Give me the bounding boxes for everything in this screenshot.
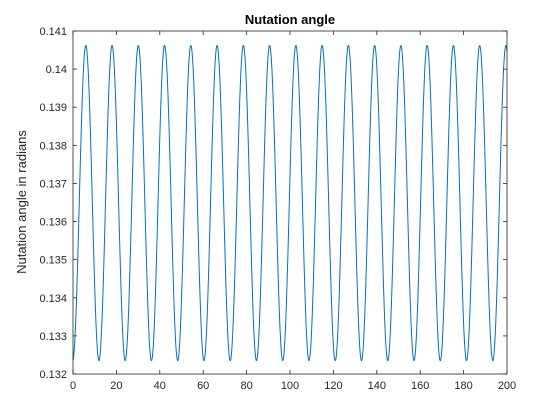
y-tick-label: 0.138 [39,140,67,152]
y-tick-label: 0.136 [39,217,67,229]
y-tick-label: 0.141 [39,26,67,38]
x-tick-label: 140 [368,380,386,392]
x-tick-label: 0 [70,380,76,392]
series-line [72,44,508,362]
y-tick-label: 0.137 [39,178,67,190]
y-tick-label: 0.139 [39,102,67,114]
y-tick-label: 0.135 [39,255,67,267]
plot-area [73,31,507,374]
series-layer [72,44,508,362]
x-tick-label: 40 [154,380,166,392]
y-tick-label: 0.134 [39,293,67,305]
y-axis-label: Nutation angle in radians [14,130,29,274]
x-tick-label: 180 [454,380,472,392]
x-tick-label: 120 [324,380,342,392]
x-tick-label: 200 [498,380,516,392]
y-tick-label: 0.132 [39,369,67,381]
y-tick-label: 0.133 [39,331,67,343]
x-tick-label: 20 [110,380,122,392]
y-tick-label: 0.14 [46,64,67,76]
x-tick-label: 80 [240,380,252,392]
y-axis: 0.132 0.133 0.134 0.135 0.136 0.137 0.138 0.139… [39,26,507,381]
x-axis: 0 20 40 60 80 100 120 140 160 180 200 [70,31,516,392]
x-tick-label: 160 [411,380,429,392]
x-tick-label: 60 [197,380,209,392]
x-tick-label: 100 [281,380,299,392]
chart-title: Nutation angle [245,12,335,27]
